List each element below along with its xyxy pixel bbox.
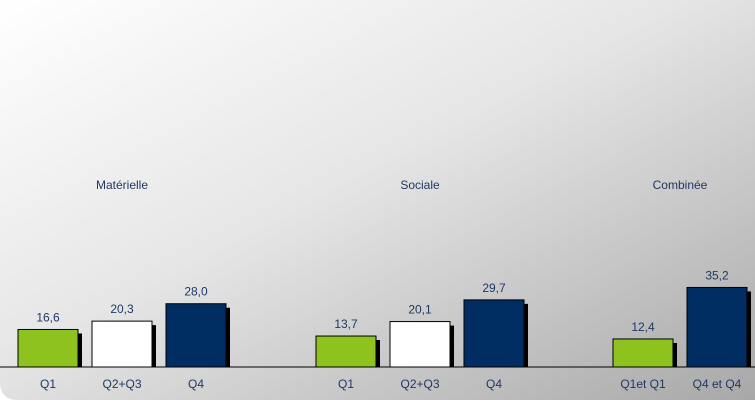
category-label: Q4 xyxy=(486,377,502,391)
bar xyxy=(686,286,748,368)
data-label: 29,7 xyxy=(482,281,506,295)
group-label: Matérielle xyxy=(96,178,148,192)
category-label: Q2+Q3 xyxy=(102,377,141,391)
bar xyxy=(463,299,525,368)
bar xyxy=(389,321,451,368)
group-label: Combinée xyxy=(653,178,708,192)
group-label: Sociale xyxy=(400,178,440,192)
data-label: 28,0 xyxy=(184,285,208,299)
category-label: Q1 xyxy=(338,377,354,391)
bar xyxy=(91,320,153,368)
category-label: Q2+Q3 xyxy=(400,377,439,391)
data-label: 12,4 xyxy=(631,320,655,334)
category-label: Q4 xyxy=(188,377,204,391)
category-label: Q1et Q1 xyxy=(620,377,666,391)
category-label: Q4 et Q4 xyxy=(693,377,742,391)
bar xyxy=(612,338,674,368)
bar xyxy=(17,328,79,368)
bar xyxy=(165,303,227,368)
data-label: 35,2 xyxy=(705,268,729,282)
data-label: 13,7 xyxy=(334,317,358,331)
bar xyxy=(315,335,377,368)
category-label: Q1 xyxy=(40,377,56,391)
labels-layer: Matérielle 16,6 Q1 20,3 Q2+Q3 28,0 Q4 Sociale 13… xyxy=(36,178,741,391)
data-label: 20,3 xyxy=(110,302,134,316)
data-label: 16,6 xyxy=(36,310,60,324)
data-label: 20,1 xyxy=(408,303,432,317)
bars-layer xyxy=(0,286,755,368)
